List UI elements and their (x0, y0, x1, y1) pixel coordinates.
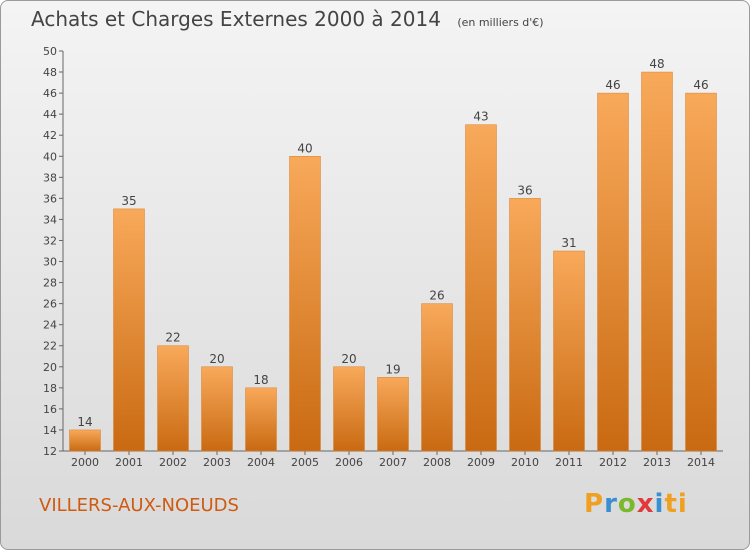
y-tick-label: 12 (43, 445, 57, 458)
x-tick-label: 2013 (643, 456, 671, 469)
y-tick-label: 46 (43, 87, 57, 100)
chart-title: Achats et Charges Externes 2000 à 2014 (… (31, 7, 544, 31)
bar (421, 303, 453, 452)
data-label: 43 (473, 110, 488, 124)
bar (685, 92, 717, 452)
y-tick-label: 28 (43, 277, 57, 290)
x-tick-label: 2002 (159, 456, 187, 469)
data-label: 26 (429, 289, 444, 303)
x-tick-label: 2014 (687, 456, 715, 469)
data-label: 20 (209, 352, 224, 366)
data-label: 36 (517, 183, 532, 197)
bar (201, 366, 233, 452)
bar (113, 208, 145, 452)
data-label: 46 (605, 78, 620, 92)
x-tick-label: 2011 (555, 456, 583, 469)
town-name: VILLERS-AUX-NOEUDS (39, 495, 239, 516)
x-tick-label: 2012 (599, 456, 627, 469)
x-tick-label: 2010 (511, 456, 539, 469)
data-label: 48 (649, 57, 664, 71)
title-text: Achats et Charges Externes 2000 à 2014 (31, 7, 441, 31)
data-label: 35 (121, 194, 136, 208)
y-tick-label: 30 (43, 256, 57, 269)
data-label: 19 (385, 362, 400, 376)
y-tick-label: 44 (43, 108, 57, 121)
y-tick-label: 20 (43, 361, 57, 374)
proxiti-logo: Proxiti (584, 489, 688, 519)
data-label: 22 (165, 331, 180, 345)
bar (289, 156, 321, 452)
bar (597, 92, 629, 452)
data-label: 20 (341, 352, 356, 366)
y-tick-label: 34 (43, 213, 57, 226)
x-tick-label: 2008 (423, 456, 451, 469)
x-tick-label: 2009 (467, 456, 495, 469)
x-tick-label: 2005 (291, 456, 319, 469)
x-tick-label: 2004 (247, 456, 275, 469)
bar (377, 377, 409, 452)
y-tick-label: 18 (43, 382, 57, 395)
bar (333, 366, 365, 452)
bar (641, 71, 673, 452)
data-label: 46 (693, 78, 708, 92)
y-tick-label: 42 (43, 129, 57, 142)
bar (509, 198, 541, 452)
title-subtitle: (en milliers d'€) (457, 16, 544, 29)
bar (245, 387, 277, 452)
axes: 12 14 16 18 20 22 24 26 28 30 32 34 36 38 40 42 44 46 48 50… (43, 45, 723, 469)
y-tick-label: 22 (43, 340, 57, 353)
data-label: 18 (253, 373, 268, 387)
bar (157, 345, 189, 452)
bar (465, 124, 497, 452)
x-tick-label: 2006 (335, 456, 363, 469)
y-tick-label: 48 (43, 66, 57, 79)
data-label: 14 (77, 415, 92, 429)
y-tick-label: 24 (43, 319, 57, 332)
data-label: 31 (561, 236, 576, 250)
data-label: 40 (297, 141, 312, 155)
x-tick-label: 2000 (71, 456, 99, 469)
x-tick-label: 2003 (203, 456, 231, 469)
bar (553, 250, 585, 452)
y-tick-label: 32 (43, 234, 57, 247)
y-tick-label: 36 (43, 192, 57, 205)
x-tick-label: 2001 (115, 456, 143, 469)
x-tick-label: 2007 (379, 456, 407, 469)
y-tick-label: 40 (43, 150, 57, 163)
y-tick-label: 50 (43, 45, 57, 58)
y-tick-label: 26 (43, 298, 57, 311)
bar (69, 429, 101, 452)
y-tick-label: 14 (43, 424, 57, 437)
y-tick-label: 16 (43, 403, 57, 416)
bars: 14 35 22 20 18 40 20 19 26 43 36 31 46 48 46 (69, 57, 717, 452)
y-tick-label: 38 (43, 171, 57, 184)
